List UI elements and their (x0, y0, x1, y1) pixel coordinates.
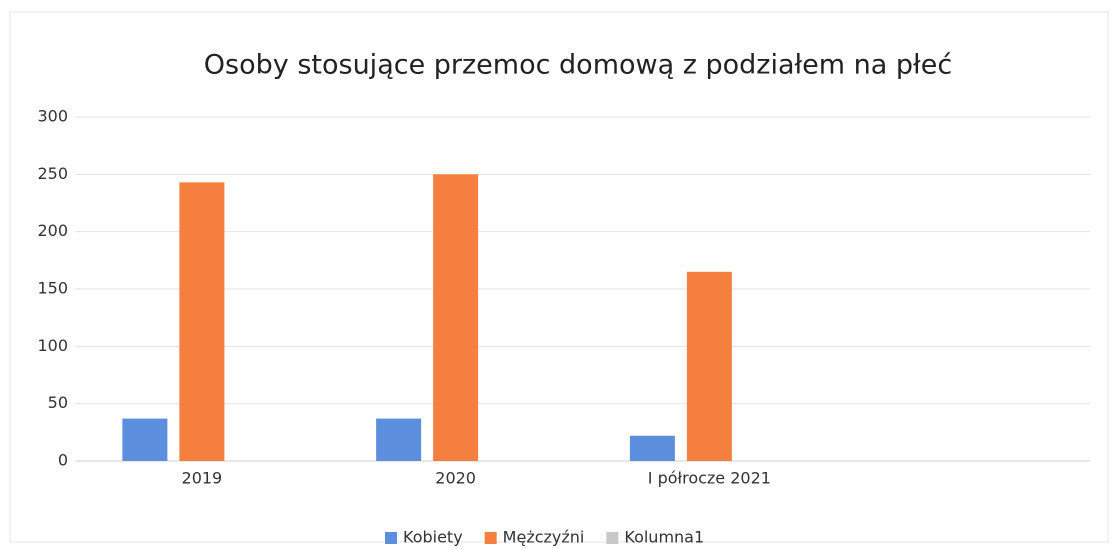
y-tick-label: 300 (37, 107, 68, 126)
bar (686, 271, 732, 461)
bar (629, 435, 675, 461)
y-tick-label: 100 (37, 336, 68, 355)
legend-label: Kobiety (403, 528, 463, 547)
y-tick-label: 150 (37, 279, 68, 298)
legend-label: Mężczyźni (503, 528, 585, 547)
bar (433, 174, 479, 462)
legend-label: Kolumna1 (624, 528, 704, 547)
bar (122, 418, 168, 461)
chart-border (9, 11, 1109, 543)
y-tick-label: 200 (37, 221, 68, 240)
legend-swatch (385, 532, 397, 544)
legend-swatch (484, 532, 497, 544)
chart-title: Osoby stosujące przemoc domową z podział… (204, 50, 952, 81)
legend-swatch (606, 532, 619, 544)
x-tick-label: I półrocze 2021 (648, 469, 771, 488)
bar (179, 182, 225, 462)
y-tick-label: 250 (37, 164, 68, 183)
bar (376, 418, 422, 461)
x-tick-label: 2020 (435, 469, 476, 488)
y-tick-label: 0 (58, 451, 68, 470)
x-tick-label: 2019 (182, 469, 223, 488)
y-tick-label: 50 (48, 393, 68, 412)
